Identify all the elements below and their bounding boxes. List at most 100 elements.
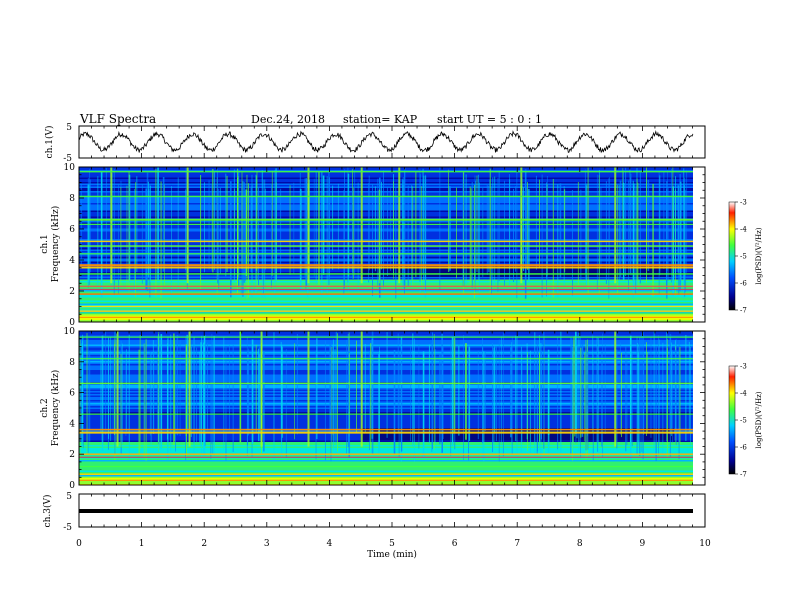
spectrogram-streak: [120, 354, 122, 447]
spectrogram-streak: [141, 184, 143, 284]
spectrogram-streak: [448, 169, 449, 272]
spectrogram-streak: [527, 182, 528, 270]
spectrogram-streak: [655, 346, 657, 462]
spectrogram-row: [79, 188, 705, 190]
spectrogram-row: [79, 287, 705, 289]
spectrogram-streak: [433, 334, 435, 450]
spectrogram-streak: [299, 188, 302, 290]
spectrogram-row: [79, 237, 705, 240]
spectrogram-streak: [87, 338, 89, 453]
spectrogram-row: [79, 451, 705, 453]
spectrogram-streak: [280, 188, 282, 275]
spectrogram-streak: [619, 342, 621, 435]
spectrogram-streak: [580, 347, 582, 438]
spectrogram-row: [79, 377, 705, 380]
spectrogram-row: [79, 395, 705, 398]
spectrogram-streak: [471, 182, 473, 288]
spectrogram-streak: [622, 168, 624, 269]
spectrogram-streak: [156, 335, 158, 433]
ch1-spectrogram-heatmap: [79, 167, 705, 322]
spectrogram-streak: [477, 174, 479, 280]
spectrogram-streak: [199, 351, 200, 443]
spectrogram-row: [79, 371, 705, 374]
spectrogram-streak: [596, 174, 598, 290]
spectrogram-streak: [324, 340, 326, 461]
spectrogram-streak: [401, 335, 403, 452]
spectrogram-streak: [643, 353, 645, 435]
spectrogram-streak: [337, 333, 338, 452]
spectrogram-streak: [212, 341, 214, 454]
ch1-waveform-line: [79, 130, 694, 154]
spectrogram-streak: [250, 187, 252, 273]
spectrogram-row: [79, 379, 705, 381]
spectrogram-streak: [114, 344, 115, 436]
spectrogram-sferic: [307, 167, 310, 284]
spectrogram-sferic: [614, 331, 617, 447]
spectrogram-streak: [638, 344, 640, 448]
spectrogram-row: [79, 341, 705, 344]
spectrogram-streak: [294, 343, 295, 440]
spectrogram-streak: [332, 185, 334, 270]
spectrogram-streak: [448, 185, 450, 272]
spectrogram-band: [79, 473, 705, 475]
spectrogram-streak: [686, 169, 688, 273]
spectrogram-streak: [502, 332, 504, 457]
ch2-colorbar-ticks: -3 -4 -5 -6 -7: [735, 363, 747, 479]
spectrogram-streak: [261, 170, 263, 298]
spectrogram-streak: [185, 189, 187, 271]
spectrogram-streak: [368, 350, 370, 451]
ch1-colorbar: -3 -4 -5 -6 -7 log(PSD)(V²/Hz): [728, 199, 763, 315]
spectrogram-streak: [213, 335, 215, 456]
spectrogram-streak: [604, 343, 606, 435]
spectrogram-row: [79, 421, 705, 423]
spectrogram-sferic: [110, 167, 113, 284]
spectrogram-row: [79, 347, 705, 350]
spectrogram-streak: [153, 351, 155, 435]
spectrogram-streak: [237, 176, 239, 278]
spectrogram-row: [79, 353, 705, 356]
spectrogram-band: [79, 245, 705, 247]
spectrogram-streak: [413, 338, 415, 462]
spectrogram-streak: [679, 346, 681, 445]
spectrogram-row: [79, 200, 705, 202]
spectrogram-streak: [223, 337, 225, 450]
spectrogram-streak: [211, 334, 213, 444]
spectrogram-streak: [79, 339, 81, 460]
spectrogram-streak: [672, 167, 674, 277]
spectrogram-streak: [334, 349, 336, 443]
spectrogram-row: [79, 290, 705, 292]
spectrogram-streak: [382, 169, 384, 288]
spectrogram-streak: [370, 343, 372, 449]
spectrogram-streak: [629, 177, 631, 274]
spectrogram-streak: [248, 183, 249, 298]
spectrogram-streak: [516, 337, 518, 457]
spectrogram-streak: [526, 187, 528, 269]
spectrogram-streak: [118, 183, 119, 294]
ch1-colorbar-label: log(PSD)(V²/Hz): [755, 227, 763, 284]
ch1-spectrogram-panel: 0 2 4 6 8 10 ch.1 Frequency (kHz): [40, 163, 706, 328]
spectrogram-row: [79, 303, 705, 306]
ch2-colorbar-gradient: [728, 365, 736, 475]
spectrogram-streak: [245, 189, 246, 281]
spectrogram-streak: [636, 178, 638, 280]
spectrogram-sferic: [188, 331, 191, 447]
spectrogram-streak: [167, 336, 169, 457]
spectrogram-row: [79, 183, 705, 186]
spectrogram-row: [79, 337, 705, 339]
spectrogram-streak: [282, 346, 284, 438]
spectrogram-row: [79, 406, 705, 408]
spectrogram-row: [79, 449, 705, 452]
spectrogram-streak: [498, 339, 500, 462]
spectrogram-row: [79, 416, 705, 419]
spectrogram-row: [79, 448, 705, 450]
spectrogram-streak: [631, 352, 633, 447]
spectrogram-sferic: [360, 167, 363, 284]
spectrogram-streak: [251, 339, 254, 445]
y-tick-label: 4: [69, 256, 75, 266]
spectrogram-streak: [331, 346, 333, 455]
spectrogram-streak: [246, 336, 248, 456]
spectrogram-streak: [637, 182, 639, 289]
spectrogram-streak: [535, 175, 537, 270]
spectrogram-streak: [248, 348, 250, 435]
spectrogram-row: [79, 460, 705, 462]
